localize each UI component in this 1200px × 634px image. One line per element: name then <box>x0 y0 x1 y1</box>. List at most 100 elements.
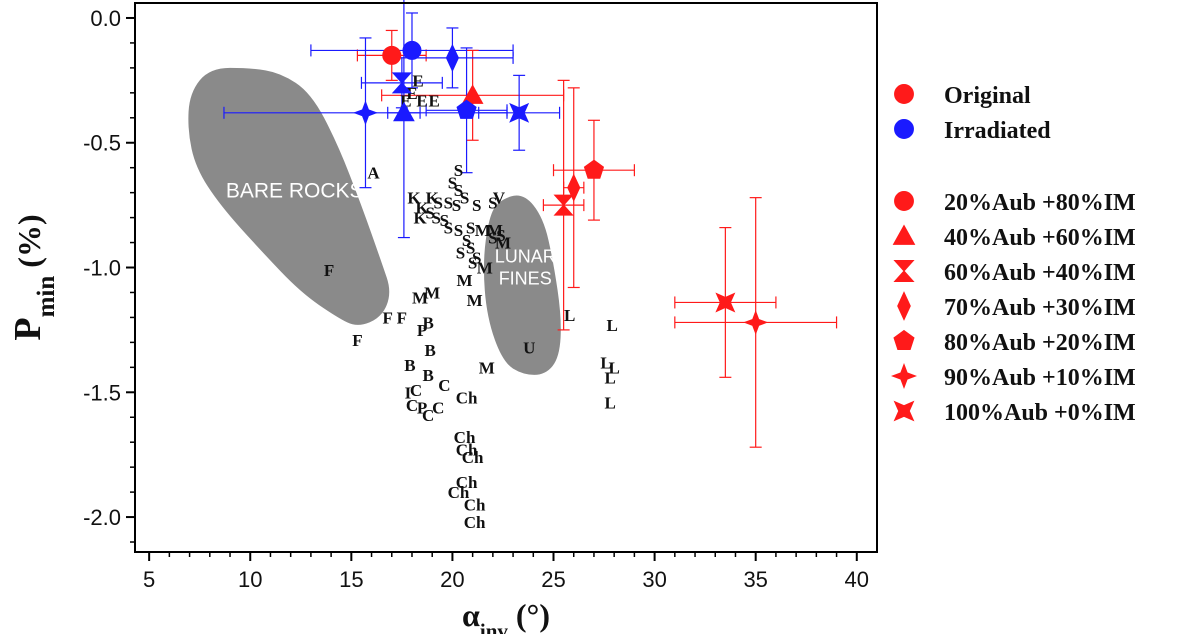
class-label-c: C <box>410 381 422 400</box>
original-thin-diamond-marker <box>567 173 581 202</box>
class-label-e: E <box>406 84 417 103</box>
irradiated-triangle-marker <box>393 101 415 122</box>
class-label-s: S <box>432 209 441 228</box>
class-label-s: S <box>454 161 463 180</box>
class-label-s: S <box>488 194 497 213</box>
class-label-b: B <box>404 356 415 375</box>
y-axis-title: Pmin (%) <box>7 214 60 340</box>
class-label-s: S <box>444 194 453 213</box>
x-tick-label: 20 <box>440 567 464 592</box>
class-label-k: K <box>426 189 440 208</box>
class-label-s: S <box>488 229 497 248</box>
region-label-word: FINES <box>499 269 552 289</box>
class-label-s: S <box>444 219 453 238</box>
class-label-s: S <box>472 196 481 215</box>
class-label-s: S <box>425 204 434 223</box>
legend-star4-label: 90%Aub +10%IM <box>944 365 1136 391</box>
class-label-k: K <box>413 209 427 228</box>
regions-layer <box>188 67 561 375</box>
legend-original-label: Original <box>944 83 1031 109</box>
markers-layer <box>353 40 769 335</box>
legend-thin-diamond-label: 70%Aub +30%IM <box>944 295 1136 321</box>
class-label-m: M <box>475 221 491 240</box>
class-label-l: L <box>606 316 617 335</box>
class-label-s: S <box>448 174 457 193</box>
class-label-b: B <box>425 341 436 360</box>
class-label-e: E <box>412 71 423 90</box>
legend-pentagon-marker <box>893 329 915 350</box>
class-label-f: F <box>352 331 362 350</box>
class-label-e: E <box>400 91 411 110</box>
original-bowtie-marker <box>715 292 736 313</box>
class-label-k: K <box>407 189 421 208</box>
original-pentagon-marker <box>583 159 605 179</box>
irradiated-bowtie-marker <box>509 102 530 123</box>
legend-circle-label: 20%Aub +80%IM <box>944 190 1136 216</box>
class-label-m: M <box>495 234 511 253</box>
class-label-s: S <box>454 221 463 240</box>
legend-hourglass-marker <box>893 260 915 282</box>
legend-star4-marker <box>891 363 917 389</box>
class-label-k: K <box>415 199 429 218</box>
region-label-bare-rocks: BARE ROCKS <box>226 180 364 203</box>
class-label-s: S <box>452 196 461 215</box>
class-label-s: S <box>456 244 465 263</box>
x-axis-title: αinv (°) <box>462 597 550 634</box>
class-label-s: S <box>472 249 481 268</box>
class-label-ch: Ch <box>454 428 476 447</box>
region-label-word: LUNAR <box>495 247 556 267</box>
class-label-m: M <box>487 221 503 240</box>
class-label-f: F <box>383 308 393 327</box>
class-label-e: E <box>429 91 440 110</box>
class-label-u: U <box>523 338 535 357</box>
legend-irradiated-label: Irradiated <box>944 118 1051 144</box>
class-label-s: S <box>466 239 475 258</box>
class-label-p: P <box>417 398 427 417</box>
x-tick-label: 10 <box>238 567 262 592</box>
class-label-f: F <box>324 261 334 280</box>
irradiated-circle-marker <box>402 40 422 60</box>
class-label-m: M <box>457 271 473 290</box>
class-label-b: B <box>422 366 433 385</box>
x-tick-label: 25 <box>541 567 565 592</box>
class-label-m: M <box>479 358 495 377</box>
legend-bowtie-label: 100%Aub +0%IM <box>944 400 1136 426</box>
class-label-a: A <box>367 164 380 183</box>
y-tick-label: 0.0 <box>90 6 121 31</box>
x-tick-label: 40 <box>845 567 869 592</box>
x-tick-label: 35 <box>743 567 767 592</box>
irradiated-star4-marker <box>353 100 378 126</box>
class-label-s: S <box>462 231 471 250</box>
x-tick-label: 5 <box>143 567 155 592</box>
irradiated-pentagon-marker <box>456 99 477 119</box>
class-label-s: S <box>468 254 477 273</box>
legend-bowtie-marker <box>893 400 915 422</box>
legend-pentagon-label: 80%Aub +20%IM <box>944 330 1136 356</box>
class-label-v: V <box>493 189 506 208</box>
class-label-l: L <box>600 353 611 372</box>
legend-hourglass-label: 60%Aub +40%IM <box>944 260 1136 286</box>
class-label-s: S <box>466 219 475 238</box>
class-label-f: F <box>397 308 407 327</box>
class-label-ch: Ch <box>456 388 478 407</box>
class-label-m: M <box>412 288 428 307</box>
class-label-p: P <box>417 321 427 340</box>
region-labels-layer: BARE ROCKS LUNAR FINES <box>226 180 556 289</box>
y-tick-label: -1.0 <box>83 256 121 281</box>
region-lunar-fines <box>483 195 561 375</box>
region-bare-rocks <box>188 67 390 325</box>
class-label-s: S <box>460 189 469 208</box>
original-star4-marker <box>743 309 769 335</box>
class-label-e: E <box>416 91 427 110</box>
plot-frame <box>134 2 878 553</box>
axes-layer: 5 10 15 20 25 30 35 40 0.0 -0.5 -1.0 -1.5 -2.0 <box>83 6 869 592</box>
legend-irradiated-marker <box>894 119 914 139</box>
legend-circle-marker <box>894 191 914 211</box>
class-label-ch: Ch <box>448 483 470 502</box>
y-tick-label: -0.5 <box>83 131 121 156</box>
class-label-ch: Ch <box>456 473 478 492</box>
x-tick-label: 15 <box>339 567 363 592</box>
x-tick-label: 30 <box>642 567 666 592</box>
